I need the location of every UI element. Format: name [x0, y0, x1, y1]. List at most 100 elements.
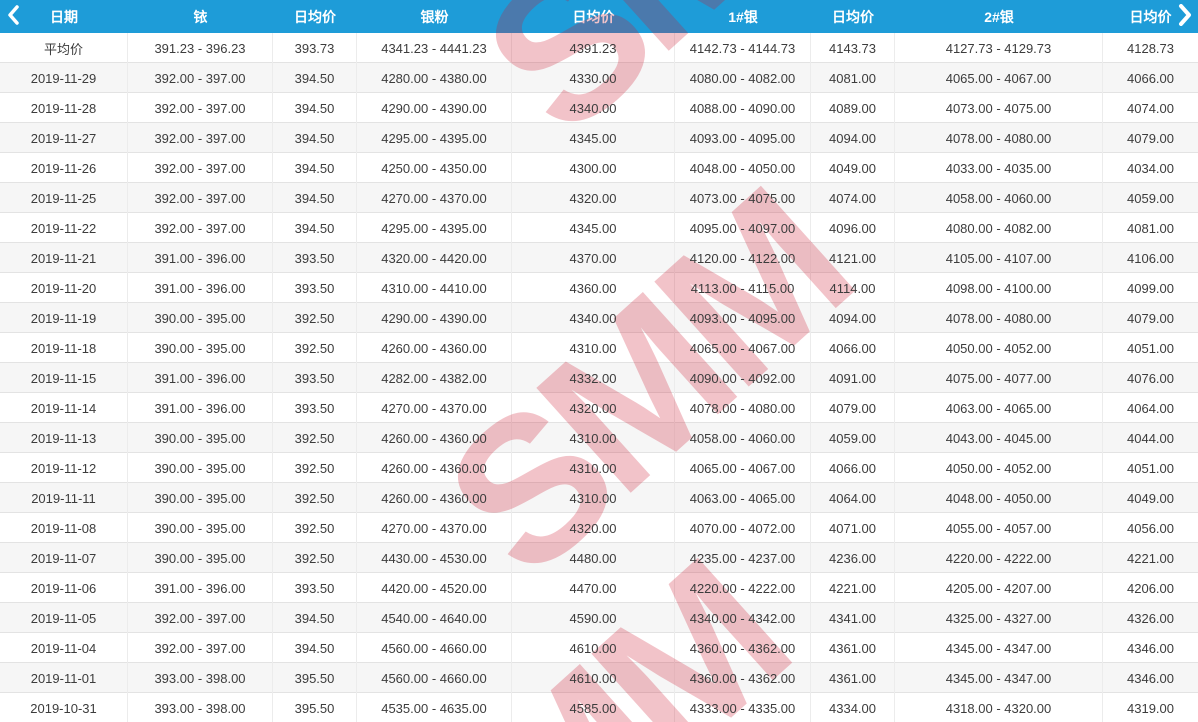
- cell-value: 391.00 - 396.00: [154, 370, 246, 386]
- cell-value: 4055.00 - 4057.00: [945, 520, 1052, 536]
- cell-value: 392.50: [294, 460, 335, 476]
- cell-value: 393.50: [294, 400, 335, 416]
- price-cell: 4235.00 - 4237.00: [675, 543, 811, 573]
- date-cell: 2019-11-22: [0, 213, 128, 243]
- column-header-8: 日均价: [1103, 0, 1198, 33]
- price-cell: 4290.00 - 4390.00: [357, 303, 512, 333]
- cell-value: 4260.00 - 4360.00: [381, 460, 487, 476]
- cell-value: 4480.00: [569, 550, 617, 566]
- price-cell: 4260.00 - 4360.00: [357, 453, 512, 483]
- price-cell: 4043.00 - 4045.00: [895, 423, 1103, 453]
- cell-value: 4346.00: [1127, 670, 1174, 686]
- cell-value: 4114.00: [829, 280, 876, 296]
- cell-value: 394.50: [294, 220, 335, 236]
- cell-value: 2019-11-22: [30, 220, 97, 236]
- price-cell: 393.50: [273, 273, 357, 303]
- table-row: 2019-11-27 392.00 - 397.00 394.50 4295.00 -…: [0, 123, 1198, 153]
- price-cell: 4058.00 - 4060.00: [895, 183, 1103, 213]
- price-cell: 394.50: [273, 153, 357, 183]
- price-cell: 4050.00 - 4052.00: [895, 333, 1103, 363]
- cell-value: 4320.00: [569, 190, 617, 206]
- cell-value: 4345.00: [569, 220, 617, 236]
- price-cell: 392.00 - 397.00: [128, 183, 273, 213]
- cell-value: 4076.00: [1127, 370, 1174, 386]
- price-cell: 4280.00 - 4380.00: [357, 63, 512, 93]
- price-cell: 4206.00: [1103, 573, 1198, 603]
- price-cell: 4320.00: [512, 393, 675, 423]
- price-cell: 4093.00 - 4095.00: [675, 303, 811, 333]
- cell-value: 4221.00: [1127, 550, 1174, 566]
- cell-value: 4420.00 - 4520.00: [381, 580, 487, 596]
- price-cell: 4064.00: [811, 483, 895, 513]
- table-row: 2019-11-19 390.00 - 395.00 392.50 4290.00 -…: [0, 303, 1198, 333]
- cell-value: 390.00 - 395.00: [154, 430, 246, 446]
- price-cell: 4610.00: [512, 633, 675, 663]
- cell-value: 4341.23 - 4441.23: [381, 40, 487, 56]
- price-cell: 392.00 - 397.00: [128, 93, 273, 123]
- price-cell: 390.00 - 395.00: [128, 333, 273, 363]
- cell-value: 4079.00: [1127, 310, 1174, 326]
- price-cell: 392.50: [273, 453, 357, 483]
- cell-value: 393.50: [294, 280, 335, 296]
- cell-value: 4127.73 - 4129.73: [945, 40, 1052, 56]
- price-cell: 4540.00 - 4640.00: [357, 603, 512, 633]
- cell-value: 4096.00: [829, 220, 876, 236]
- date-cell: 2019-11-01: [0, 663, 128, 693]
- cell-value: 392.50: [294, 340, 335, 356]
- date-cell: 2019-10-31: [0, 693, 128, 722]
- cell-value: 4089.00: [829, 100, 876, 116]
- price-cell: 4346.00: [1103, 663, 1198, 693]
- scroll-left-button[interactable]: [0, 0, 26, 33]
- price-cell: 4106.00: [1103, 243, 1198, 273]
- cell-value: 2019-11-28: [30, 100, 97, 116]
- price-cell: 4051.00: [1103, 333, 1198, 363]
- price-cell: 4205.00 - 4207.00: [895, 573, 1103, 603]
- price-cell: 4341.00: [811, 603, 895, 633]
- cell-value: 4310.00 - 4410.00: [381, 280, 487, 296]
- price-cell: 4075.00 - 4077.00: [895, 363, 1103, 393]
- price-cell: 393.50: [273, 243, 357, 273]
- price-cell: 4330.00: [512, 63, 675, 93]
- table-row: 2019-11-12 390.00 - 395.00 392.50 4260.00 -…: [0, 453, 1198, 483]
- price-cell: 4221.00: [811, 573, 895, 603]
- cell-value: 4093.00 - 4095.00: [689, 130, 796, 146]
- price-cell: 390.00 - 395.00: [128, 483, 273, 513]
- cell-value: 391.00 - 396.00: [154, 280, 246, 296]
- price-cell: 4073.00 - 4075.00: [895, 93, 1103, 123]
- price-cell: 4078.00 - 4080.00: [895, 303, 1103, 333]
- table-body: 平均价 391.23 - 396.23 393.73 4341.23 - 4441.2…: [0, 33, 1198, 722]
- price-cell: 4071.00: [811, 513, 895, 543]
- price-cell: 4120.00 - 4122.00: [675, 243, 811, 273]
- cell-value: 391.00 - 396.00: [154, 400, 246, 416]
- price-cell: 4221.00: [1103, 543, 1198, 573]
- cell-value: 392.00 - 397.00: [154, 100, 246, 116]
- cell-value: 4290.00 - 4390.00: [381, 100, 487, 116]
- price-cell: 4065.00 - 4067.00: [675, 333, 811, 363]
- cell-value: 394.50: [294, 130, 335, 146]
- price-cell: 4300.00: [512, 153, 675, 183]
- price-cell: 4341.23 - 4441.23: [357, 33, 512, 63]
- price-cell: 4290.00 - 4390.00: [357, 93, 512, 123]
- price-cell: 4361.00: [811, 663, 895, 693]
- price-cell: 393.00 - 398.00: [128, 693, 273, 722]
- cell-value: 393.73: [294, 40, 335, 56]
- cell-value: 4361.00: [829, 670, 876, 686]
- cell-value: 392.00 - 397.00: [154, 130, 246, 146]
- cell-value: 4360.00: [569, 280, 617, 296]
- column-header-0: 日期: [0, 0, 128, 33]
- cell-value: 4059.00: [829, 430, 876, 446]
- cell-value: 平均价: [43, 41, 83, 57]
- cell-value: 4326.00: [1127, 610, 1174, 626]
- cell-value: 4340.00: [569, 310, 617, 326]
- cell-value: 4143.73: [829, 40, 876, 56]
- price-cell: 4081.00: [1103, 213, 1198, 243]
- scroll-right-button[interactable]: [1172, 0, 1198, 33]
- price-cell: 4066.00: [1103, 63, 1198, 93]
- price-cell: 4590.00: [512, 603, 675, 633]
- table-row: 2019-11-22 392.00 - 397.00 394.50 4295.00 -…: [0, 213, 1198, 243]
- price-cell: 394.50: [273, 63, 357, 93]
- cell-value: 4074.00: [1127, 100, 1174, 116]
- cell-value: 392.50: [294, 310, 335, 326]
- cell-value: 392.00 - 397.00: [154, 610, 246, 626]
- price-cell: 4142.73 - 4144.73: [675, 33, 811, 63]
